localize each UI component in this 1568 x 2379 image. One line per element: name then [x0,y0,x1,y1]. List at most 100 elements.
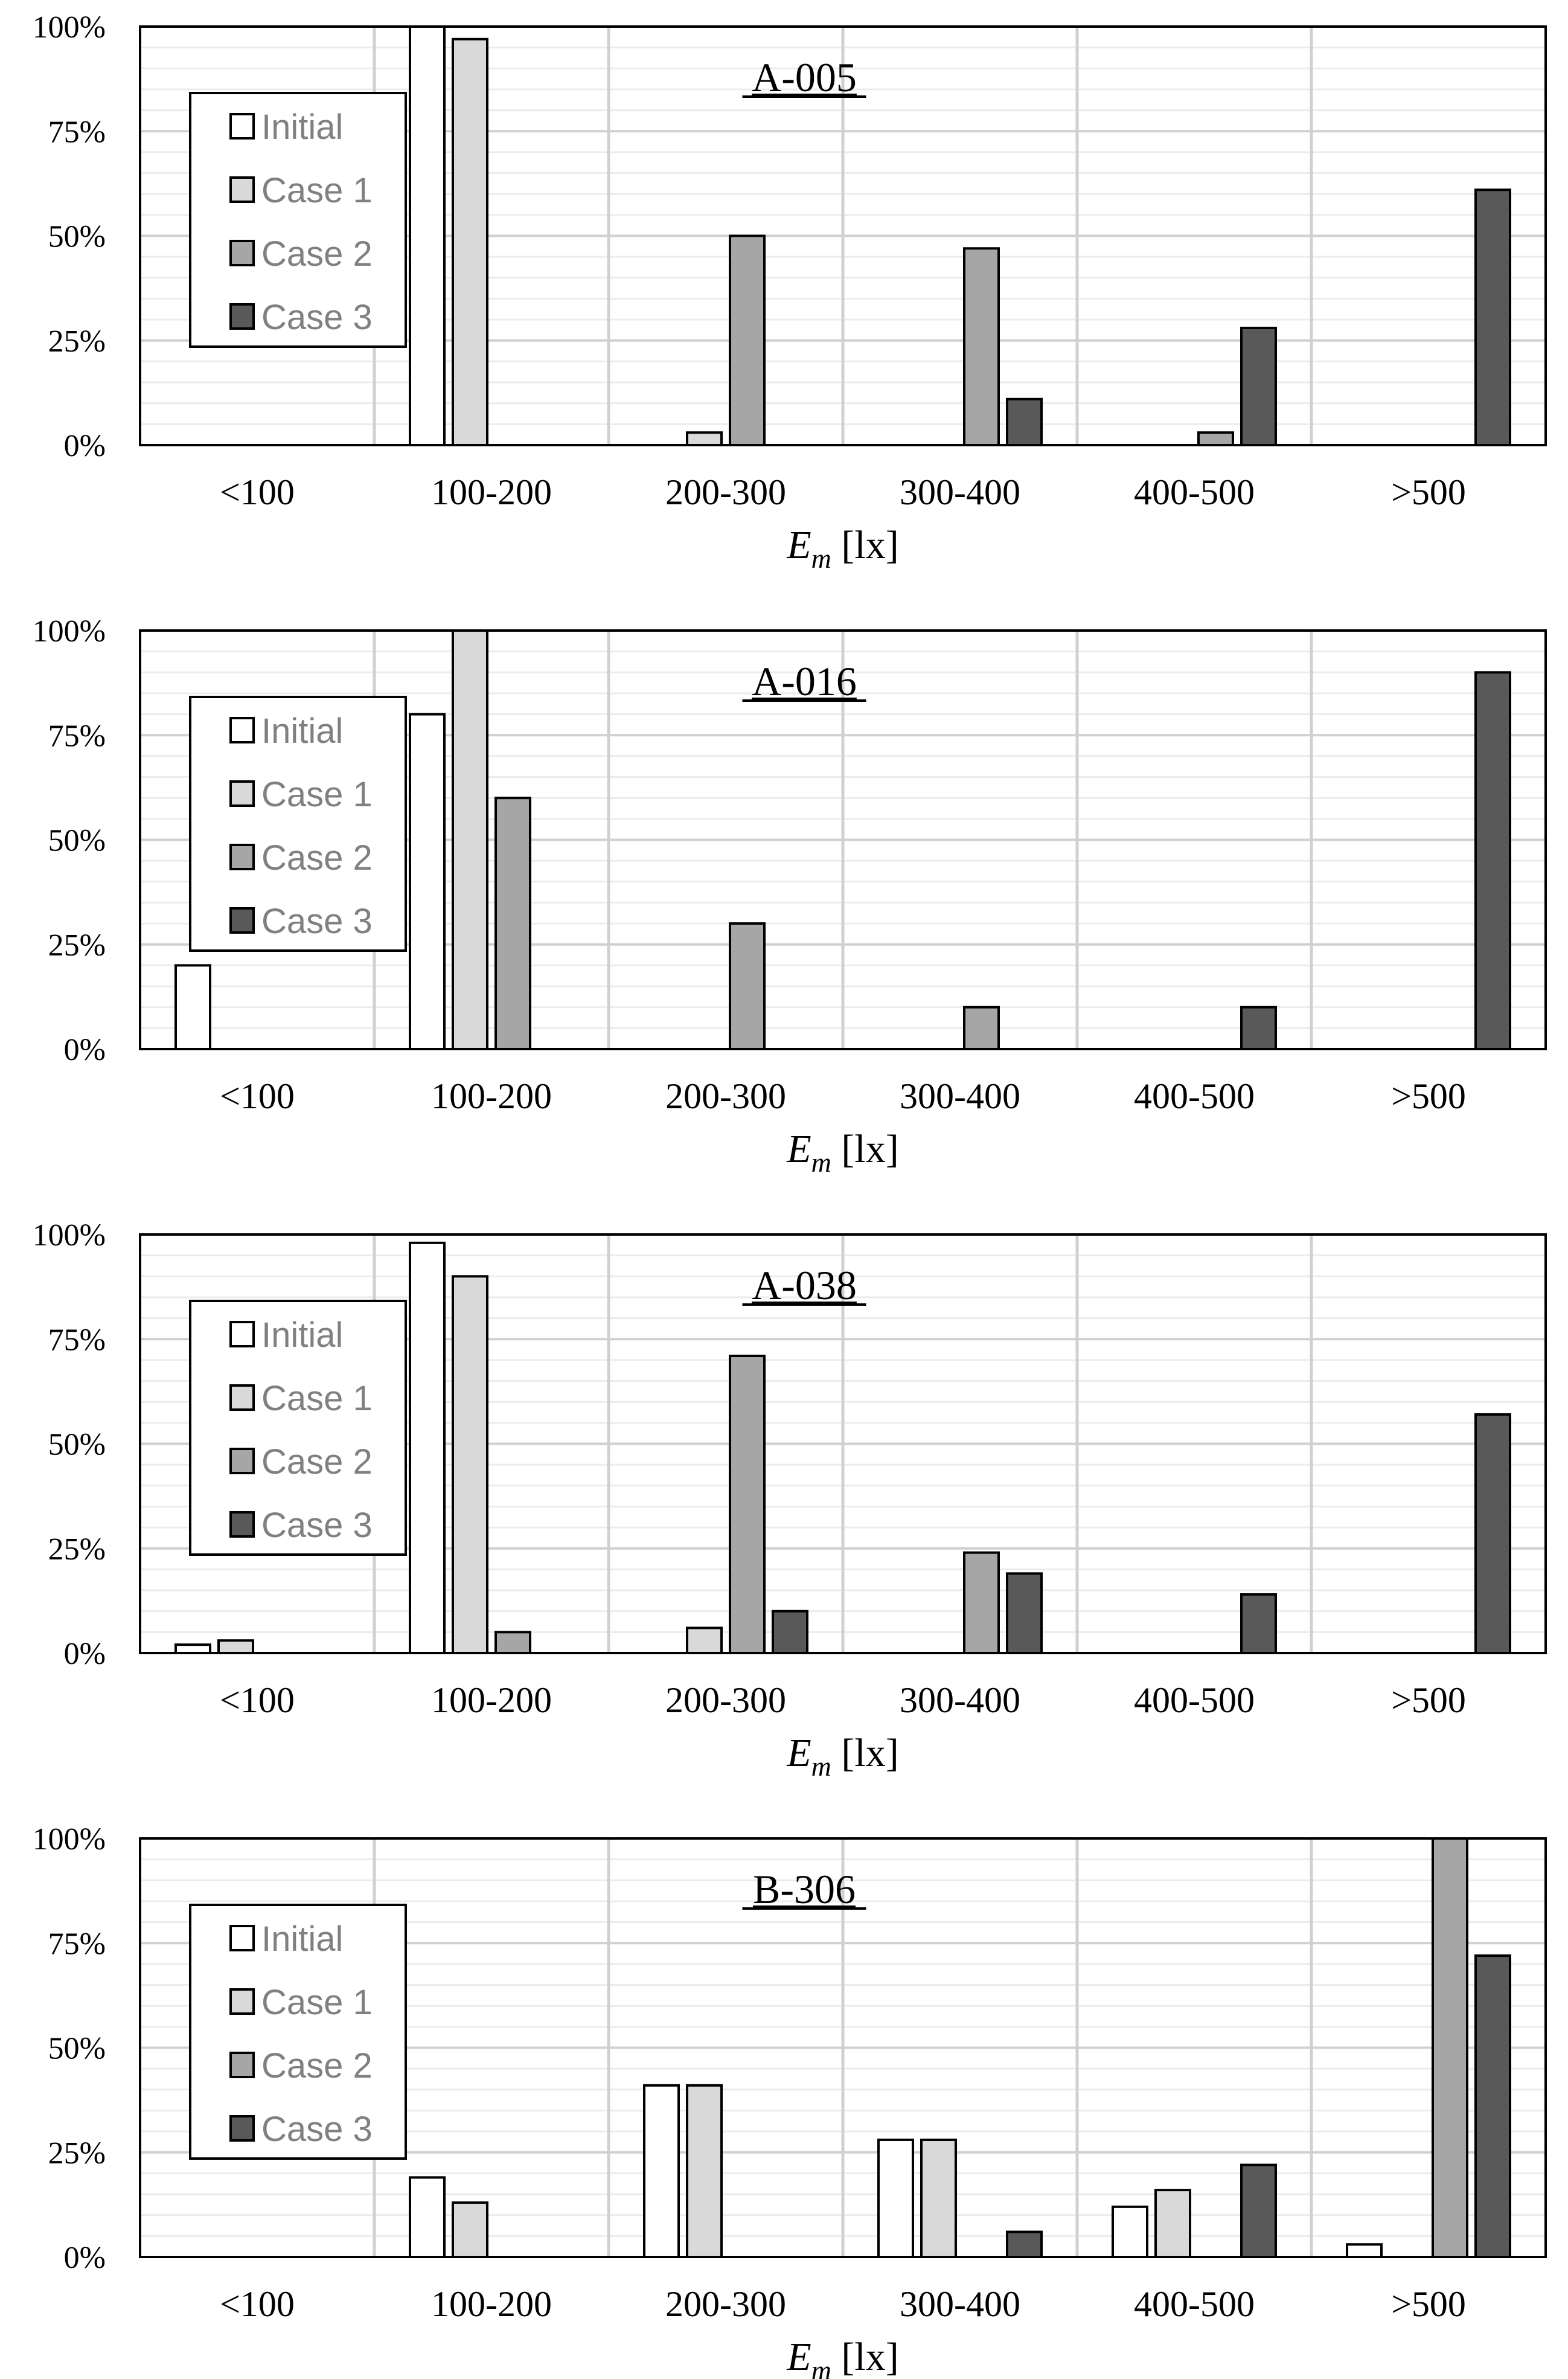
legend-swatch-case-1 [229,1988,255,2015]
y-tick-label: 50% [48,1428,106,1462]
x-tick-label: 400-500 [1134,1076,1255,1116]
legend-label: Case 3 [261,1506,373,1545]
legend-label: Case 2 [261,234,373,274]
legend-label: Initial [261,1919,343,1959]
x-tick-label: 300-400 [900,1076,1020,1116]
bar-case-3-4 [1240,326,1277,447]
bar-case-1-2 [686,431,723,447]
plot-area-frame [139,629,1547,1050]
x-axis-label: Em [lx] [786,1731,898,1782]
legend-swatch-case-1 [229,176,255,203]
bar-case-3-3 [1006,2230,1043,2258]
bar-case-3-5 [1474,188,1511,446]
bar-initial-5 [1346,2243,1383,2258]
y-tick-label: 0% [64,429,106,463]
x-tick-label: 100-200 [431,2284,552,2324]
bar-case-3-4 [1240,1006,1277,1050]
legend-label: Case 2 [261,838,373,878]
legend-label: Initial [261,1315,343,1355]
legend-swatch-case-2 [229,844,255,870]
x-tick-label: <100 [220,2284,295,2324]
bar-initial-1 [409,1241,446,1655]
bar-case-2-3 [963,247,1000,446]
bar-case-2-3 [963,1006,1000,1050]
bar-initial-3 [877,2138,914,2258]
bar-case-2-5 [1432,1837,1468,2258]
plot-area-frame [139,1233,1547,1654]
x-tick-label: 400-500 [1134,1680,1255,1720]
legend-label: Case 2 [261,2046,373,2085]
x-tick-label: >500 [1391,2284,1466,2324]
legend-box [189,1904,407,2160]
x-tick-label: 200-300 [665,1076,786,1116]
bar-initial-1 [409,25,446,446]
x-tick-label: 400-500 [1134,472,1255,512]
bar-case-3-3 [1006,397,1043,447]
legend-label: Case 1 [261,1983,373,2022]
y-tick-label: 100% [33,1822,106,1857]
legend-swatch-case-2 [229,240,255,266]
bar-case-2-1 [494,1631,531,1655]
x-tick-label: 300-400 [900,472,1020,512]
bar-initial-2 [643,2084,680,2259]
x-axis-label: Em [lx] [786,2335,898,2379]
y-tick-label: 75% [48,115,106,149]
y-tick-label: 25% [48,2136,106,2171]
bar-case-3-4 [1240,2163,1277,2259]
bar-case-1-1 [452,1275,488,1655]
legend-label: Case 1 [261,171,373,210]
legend-label: Case 3 [261,902,373,941]
y-tick-label: 50% [48,2032,106,2066]
bar-case-3-3 [1006,1572,1043,1655]
chart-title: A-016 [752,658,857,704]
y-tick-label: 100% [33,614,106,649]
x-axis-label: Em [lx] [786,523,898,574]
legend-label: Case 1 [261,1379,373,1418]
y-tick-label: 25% [48,928,106,963]
x-tick-label: >500 [1391,1076,1466,1116]
legend-label: Initial [261,711,343,751]
bar-case-3-5 [1474,1954,1511,2259]
bar-case-2-2 [729,1354,766,1654]
legend-label: Case 3 [261,2110,373,2149]
bar-case-1-1 [452,37,488,447]
y-tick-label: 75% [48,719,106,753]
legend-swatch-case-3 [229,303,255,330]
y-tick-label: 0% [64,1033,106,1067]
y-tick-label: 25% [48,1532,106,1567]
legend-box [189,696,407,952]
x-tick-label: 100-200 [431,472,552,512]
chart-title: A-005 [752,54,857,100]
x-tick-label: 200-300 [665,2284,786,2324]
bar-case-1-0 [217,1639,254,1654]
x-tick-label: >500 [1391,1680,1466,1720]
x-tick-label: 100-200 [431,1076,552,1116]
bar-case-2-1 [494,797,531,1050]
bar-initial-1 [409,713,446,1050]
bar-case-1-1 [452,2201,488,2258]
legend-swatch-case-1 [229,1384,255,1411]
x-tick-label: <100 [220,1076,295,1116]
bar-initial-0 [174,964,211,1051]
bar-case-2-2 [729,234,766,446]
legend-swatch-initial [229,1321,255,1347]
legend-swatch-initial [229,113,255,140]
legend-swatch-initial [229,717,255,743]
x-tick-label: <100 [220,1680,295,1720]
y-tick-label: 0% [64,2241,106,2275]
bar-initial-0 [174,1643,211,1654]
x-tick-label: 400-500 [1134,2284,1255,2324]
x-tick-label: 300-400 [900,1680,1020,1720]
x-tick-label: >500 [1391,472,1466,512]
bar-case-3-5 [1474,1413,1511,1654]
legend-label: Case 3 [261,298,373,337]
legend-box [189,92,407,348]
x-tick-label: <100 [220,472,295,512]
legend-swatch-case-3 [229,2115,255,2142]
legend-swatch-case-2 [229,1448,255,1474]
bar-case-1-1 [452,629,488,1050]
y-tick-label: 50% [48,220,106,254]
chart-panel-b-306: 0% 25% 50% 75% 100% <100 100-200 200-300 300-400… [33,1822,1547,2379]
